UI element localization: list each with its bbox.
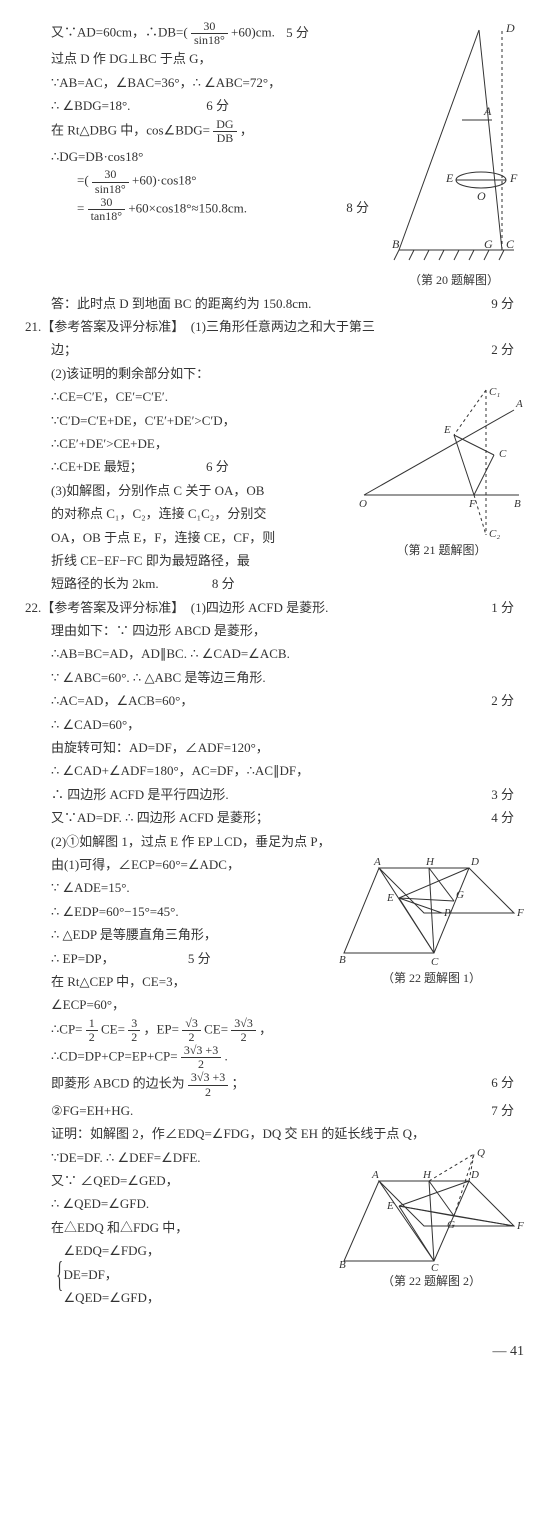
q22-l13: ∴ ∠EDP=60°−15°=45°. <box>25 900 524 923</box>
q22-l2: ∴AB=BC=AD，AD∥BC. ∴ ∠CAD=∠ACB. <box>25 642 524 665</box>
q22-l27: ∠EDQ=∠FDG， <box>64 1239 160 1262</box>
q21-line3: ∴CE=C′E，CE′=C′E′. <box>25 385 524 408</box>
q20-line4: ∴ ∠BDG=18°. 6 分 <box>25 94 524 117</box>
q22-l17: ∠ECP=60°， <box>25 993 524 1016</box>
q22-l5: ∴ ∠CAD=60°， <box>25 713 524 736</box>
svg-text:C: C <box>506 237 515 251</box>
q20-line7: =( 30sin18° +60)·cos18° <box>25 168 524 195</box>
q20-line6: ∴DG=DB·cos18° <box>25 145 524 168</box>
q20-line2: 过点 D 作 DG⊥BC 于点 G， <box>25 47 524 70</box>
q20-line9: 答：此时点 D 到地面 BC 的距离约为 150.8cm. 9 分 <box>25 292 524 315</box>
q20-fig-caption: （第 20 题解图） <box>384 270 524 292</box>
q21-line4: ∵C′D=C′E+DE，C′E′+DE′>C′D， <box>25 409 524 432</box>
q22-l11: 由(1)可得，∠ECP=60°=∠ADC， <box>25 853 524 876</box>
q21-line5: ∴CE′+DE′>CE+DE， <box>25 432 524 455</box>
q22-l29: ∠QED=∠GFD， <box>64 1286 160 1309</box>
q22-l14: ∴ △EDP 是等腰直角三角形， <box>25 923 524 946</box>
q22-l24: 又∵ ∠QED=∠GED， <box>25 1169 524 1192</box>
q20-line1: 又∵AD=60cm，∴DB=( 30sin18° +60)cm. 5 分 <box>25 20 524 47</box>
q21-line1: 边； 2 分 <box>25 338 524 361</box>
q22-l7: ∴ ∠CAD+∠ADF=180°，AC=DF，∴AC∥DF， <box>25 759 524 782</box>
q22-l26: 在△EDQ 和△FDG 中， <box>25 1216 524 1239</box>
q21-line6: ∴CE+DE 最短； 6 分 <box>25 455 524 478</box>
q22-l4: ∴AC=AD，∠ACB=60°， 2 分 <box>25 689 524 712</box>
q22-brace: { ∠EDQ=∠FDG， DE=DF， ∠QED=∠GFD， <box>25 1239 524 1309</box>
q20-line8: = 30tan18° +60×cos18°≈150.8cm. 8 分 <box>25 196 524 223</box>
q22-l18: ∴CP= 12 CE= 32 ，EP= √32 CE= 3√32 ， <box>25 1017 524 1044</box>
q22-l20: 即菱形 ABCD 的边长为 3√3 +32 ； 6 分 <box>25 1071 524 1098</box>
q21-line2: (2)该证明的剩余部分如下： <box>25 362 524 385</box>
q22-l8: ∴ 四边形 ACFD 是平行四边形. 3 分 <box>25 783 524 806</box>
q21-line8: 的对称点 C₁，C₂，连接 C₁C₂，分别交 <box>25 502 524 525</box>
q22-l1: 理由如下：∵ 四边形 ABCD 是菱形， <box>25 619 524 642</box>
q22-l10: (2)①如解图 1，过点 E 作 EP⊥CD，垂足为点 P， <box>25 830 524 853</box>
q22-l21: ②FG=EH+HG. 7 分 <box>25 1099 524 1122</box>
svg-text:G: G <box>484 237 493 251</box>
q22-l9: 又∵AD=DF. ∴ 四边形 ACFD 是菱形； 4 分 <box>25 806 524 829</box>
page-number: — 41 <box>25 1339 524 1364</box>
q20-line3: ∵AB=AC，∠BAC=36°，∴ ∠ABC=72°， <box>25 71 524 94</box>
q22-l15: ∴ EP=DP， 5 分 <box>25 947 524 970</box>
q22-l28: DE=DF， <box>64 1263 160 1286</box>
q22-l23: ∵DE=DF. ∴ ∠DEF=∠DFE. <box>25 1146 524 1169</box>
q22-l6: 由旋转可知：AD=DF，∠ADF=120°， <box>25 736 524 759</box>
q20-line5: 在 Rt△DBG 中，cos∠BDG= DGDB ， <box>25 118 524 145</box>
q22-l3: ∵ ∠ABC=60°. ∴ △ABC 是等边三角形. <box>25 666 524 689</box>
q21-line7: (3)如解图，分别作点 C 关于 OA，OB <box>25 479 524 502</box>
q22-l12: ∵ ∠ADE=15°. <box>25 876 524 899</box>
svg-text:B: B <box>392 237 400 251</box>
q21-line9: OA，OB 于点 E，F，连接 CE，CF，则 <box>25 526 524 549</box>
q22-head: 22.【参考答案及评分标准】 (1)四边形 ACFD 是菱形. 1 分 <box>25 596 524 619</box>
q21-line11: 短路径的长为 2km. 8 分 <box>25 572 524 595</box>
q21-head: 21.【参考答案及评分标准】 (1)三角形任意两边之和大于第三 <box>25 315 524 338</box>
q22-l16: 在 Rt△CEP 中，CE=3， <box>25 970 524 993</box>
q22-l25: ∴ ∠QED=∠GFD. <box>25 1192 524 1215</box>
q22-l19: ∴CD=DP+CP=EP+CP= 3√3 +32 . <box>25 1044 524 1071</box>
q21-line10: 折线 CE−EF−FC 即为最短路径，最 <box>25 549 524 572</box>
q22-l22: 证明：如解图 2，作∠EDQ=∠FDG，DQ 交 EH 的延长线于点 Q， <box>25 1122 524 1145</box>
left-brace-icon: { <box>56 1256 63 1292</box>
